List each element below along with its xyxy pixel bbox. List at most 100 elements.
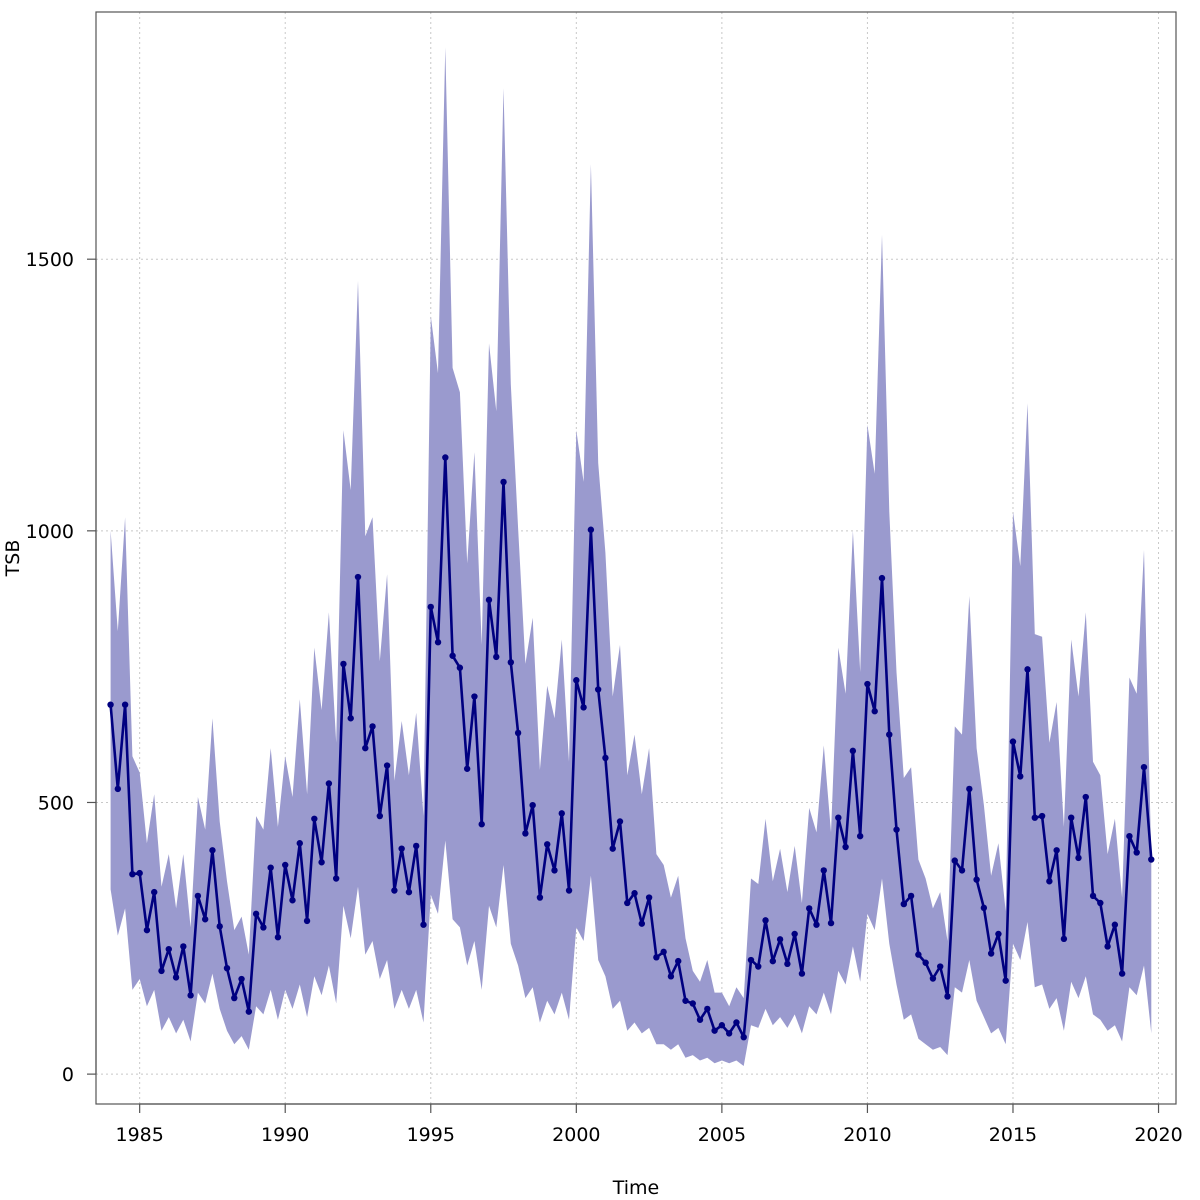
data-point xyxy=(849,747,857,755)
y-axis: 0 500 1000 1500 xyxy=(26,249,97,1086)
data-point xyxy=(165,945,172,953)
data-point xyxy=(704,1005,711,1013)
data-point xyxy=(136,869,143,877)
data-point xyxy=(1118,970,1126,977)
data-point xyxy=(201,916,209,923)
confidence-band xyxy=(110,47,1152,1067)
data-point xyxy=(1009,738,1017,745)
data-point xyxy=(187,992,194,999)
data-point xyxy=(485,596,493,604)
data-point xyxy=(638,920,646,927)
data-point xyxy=(587,526,595,533)
data-point xyxy=(1068,814,1075,821)
data-point xyxy=(937,963,944,970)
data-point xyxy=(500,478,507,486)
data-point xyxy=(151,888,158,896)
data-point xyxy=(1031,814,1039,821)
y-tick-label: 0 xyxy=(62,1064,74,1086)
data-point xyxy=(536,894,544,901)
data-point xyxy=(1075,854,1082,862)
data-point xyxy=(456,664,464,671)
data-point xyxy=(223,964,231,972)
data-point xyxy=(529,801,536,809)
data-point xyxy=(1097,899,1104,907)
data-point xyxy=(675,957,682,965)
data-point xyxy=(893,826,900,833)
data-point xyxy=(1017,773,1024,780)
y-axis-title: TSB xyxy=(2,540,24,578)
data-point xyxy=(289,897,296,904)
data-point xyxy=(398,845,405,852)
data-point xyxy=(216,923,223,930)
data-point xyxy=(973,876,980,883)
data-point xyxy=(980,904,988,912)
data-point xyxy=(463,765,471,772)
x-tick-label: 1990 xyxy=(261,1124,309,1146)
data-point xyxy=(813,921,820,928)
data-point xyxy=(1053,847,1060,854)
data-point xyxy=(827,919,835,927)
x-axis-title: Time xyxy=(612,1177,660,1199)
data-point xyxy=(318,859,325,866)
data-point xyxy=(907,892,915,900)
data-point xyxy=(267,864,274,871)
data-point xyxy=(413,842,420,850)
data-point xyxy=(791,930,798,938)
data-point xyxy=(209,847,216,854)
data-point xyxy=(689,1000,696,1007)
data-point xyxy=(631,890,638,897)
data-point xyxy=(551,867,558,874)
data-point xyxy=(718,1022,726,1029)
data-point xyxy=(580,704,587,711)
data-point xyxy=(609,845,616,852)
data-point xyxy=(573,677,580,684)
data-point xyxy=(951,857,958,864)
data-point xyxy=(194,892,202,900)
data-point xyxy=(886,731,893,738)
data-point xyxy=(493,653,500,661)
data-point xyxy=(667,973,675,980)
data-point xyxy=(769,957,777,965)
data-point xyxy=(1038,812,1046,820)
data-point xyxy=(434,639,442,646)
y-tick-label: 1500 xyxy=(26,249,74,271)
data-point xyxy=(755,963,762,970)
data-point xyxy=(602,754,609,762)
data-point xyxy=(522,830,529,837)
data-point xyxy=(172,974,180,981)
data-point xyxy=(325,780,333,787)
data-point xyxy=(944,993,951,1000)
data-point xyxy=(856,832,864,840)
x-tick-label: 2020 xyxy=(1134,1124,1182,1146)
data-point xyxy=(966,785,973,793)
data-point xyxy=(740,1033,747,1041)
tsb-data-points xyxy=(107,454,1155,1041)
data-point xyxy=(1060,935,1068,943)
data-point xyxy=(958,867,966,874)
data-point xyxy=(660,948,667,956)
data-point xyxy=(420,921,427,928)
data-point xyxy=(733,1019,740,1026)
tsb-series-line xyxy=(109,456,1153,1039)
data-point xyxy=(922,959,929,966)
x-tick-label: 2010 xyxy=(843,1124,891,1146)
data-point xyxy=(1104,943,1111,950)
data-point xyxy=(143,926,151,934)
data-point xyxy=(725,1030,733,1037)
data-point xyxy=(1046,878,1053,885)
data-point xyxy=(1002,977,1009,984)
data-point xyxy=(711,1027,718,1034)
data-point xyxy=(252,910,260,918)
data-point xyxy=(231,994,238,1002)
data-point xyxy=(806,905,813,912)
data-point xyxy=(121,701,129,708)
data-point xyxy=(332,875,340,882)
data-point xyxy=(129,870,136,878)
data-point xyxy=(594,686,602,693)
data-point xyxy=(107,701,114,708)
data-point xyxy=(274,934,282,941)
data-point xyxy=(820,867,827,874)
data-point xyxy=(696,1016,704,1023)
data-point xyxy=(682,997,689,1004)
x-tick-label: 1985 xyxy=(115,1124,163,1146)
